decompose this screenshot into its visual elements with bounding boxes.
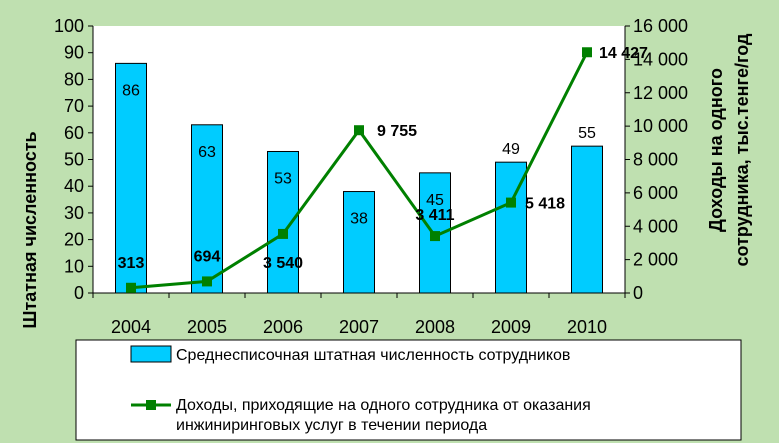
line-value-label: 694: [194, 248, 221, 265]
line-point: [582, 47, 592, 58]
right-tick-label: 0: [633, 283, 643, 303]
legend-bar-label: Среднесписочная штатная численность сотр…: [176, 347, 570, 364]
legend-bar-swatch: [130, 345, 172, 363]
right-tick-label: 4 000: [633, 216, 678, 236]
right-axis-ticks: 0 2 000 4 000 6 000 8 000 10 000 12 000 14 000 1…: [625, 16, 688, 303]
bar-value-label: 86: [122, 82, 140, 99]
line-value-label: 313: [118, 255, 145, 272]
line-labels-layer: 313 694 3 540 9 755 3 411 5 418 14 427: [118, 45, 648, 272]
right-tick-label: 6 000: [633, 183, 678, 203]
bar-value-label: 63: [198, 144, 216, 161]
line-point: [506, 197, 516, 208]
left-tick-label: 0: [74, 283, 84, 303]
legend-line-label-1: Доходы, приходящие на одного сотрудника …: [176, 397, 591, 414]
left-tick-label: 70: [64, 96, 84, 116]
left-tick-label: 40: [64, 176, 84, 196]
legend: Среднесписочная штатная численность сотр…: [75, 339, 742, 441]
x-tick-label: 2004: [111, 317, 151, 337]
line-value-label: 14 427: [599, 45, 648, 62]
right-tick-label: 8 000: [633, 150, 678, 170]
bar: [115, 62, 147, 294]
left-tick-label: 30: [64, 203, 84, 223]
bar-value-label: 38: [350, 211, 368, 228]
x-tick-label: 2010: [567, 317, 607, 337]
line-point: [126, 282, 136, 293]
left-tick-label: 90: [64, 43, 84, 63]
right-tick-label: 12 000: [633, 83, 688, 103]
right-tick-label: 14 000: [633, 49, 688, 69]
x-axis-ticks: 2004 2005 2006 2007 2008 2009 2010: [92, 293, 626, 337]
line-value-label: 5 418: [525, 196, 565, 213]
bar: [571, 145, 603, 294]
right-axis-title-line1: Доходы на одного: [706, 68, 726, 232]
bar-value-label: 55: [578, 125, 596, 142]
left-axis-ticks: 0 10 20 30 40 50 60 70 80 90 100: [54, 16, 93, 303]
left-tick-label: 60: [64, 123, 84, 143]
bar: [343, 191, 375, 294]
legend-box: [75, 339, 742, 441]
bar-labels-layer: 86 63 53 38 45 49 55: [122, 82, 596, 227]
x-tick-label: 2005: [187, 317, 227, 337]
legend-line-label-2: инжиниринговых услуг в течении периода: [176, 417, 487, 434]
bar-value-label: 49: [502, 141, 520, 158]
x-tick-label: 2006: [263, 317, 303, 337]
x-tick-label: 2007: [339, 317, 379, 337]
right-tick-label: 2 000: [633, 250, 678, 270]
line-value-label: 3 540: [263, 255, 303, 272]
line-value-label: 3 411: [415, 207, 454, 224]
left-tick-label: 50: [64, 150, 84, 170]
left-tick-label: 10: [64, 256, 84, 276]
line-point: [202, 276, 212, 287]
left-axis-title: Штатная численность: [20, 131, 40, 328]
x-tick-label: 2008: [415, 317, 455, 337]
line-point: [278, 228, 288, 239]
bar: [191, 124, 223, 294]
bar-value-label: 53: [274, 170, 292, 187]
line-point: [430, 231, 440, 242]
right-tick-label: 16 000: [633, 16, 688, 36]
right-axis-title-line2: сотрудника, тыс.тенге/год: [732, 33, 752, 267]
x-tick-label: 2009: [491, 317, 531, 337]
bar-value-label: 45: [426, 192, 444, 209]
left-tick-label: 80: [64, 69, 84, 89]
legend-line-marker: [146, 400, 156, 410]
left-tick-label: 20: [64, 230, 84, 250]
line-layer: [126, 47, 592, 293]
line-point: [354, 125, 364, 136]
right-tick-label: 10 000: [633, 116, 688, 136]
line-value-label: 9 755: [377, 123, 417, 140]
left-tick-label: 100: [54, 16, 84, 36]
